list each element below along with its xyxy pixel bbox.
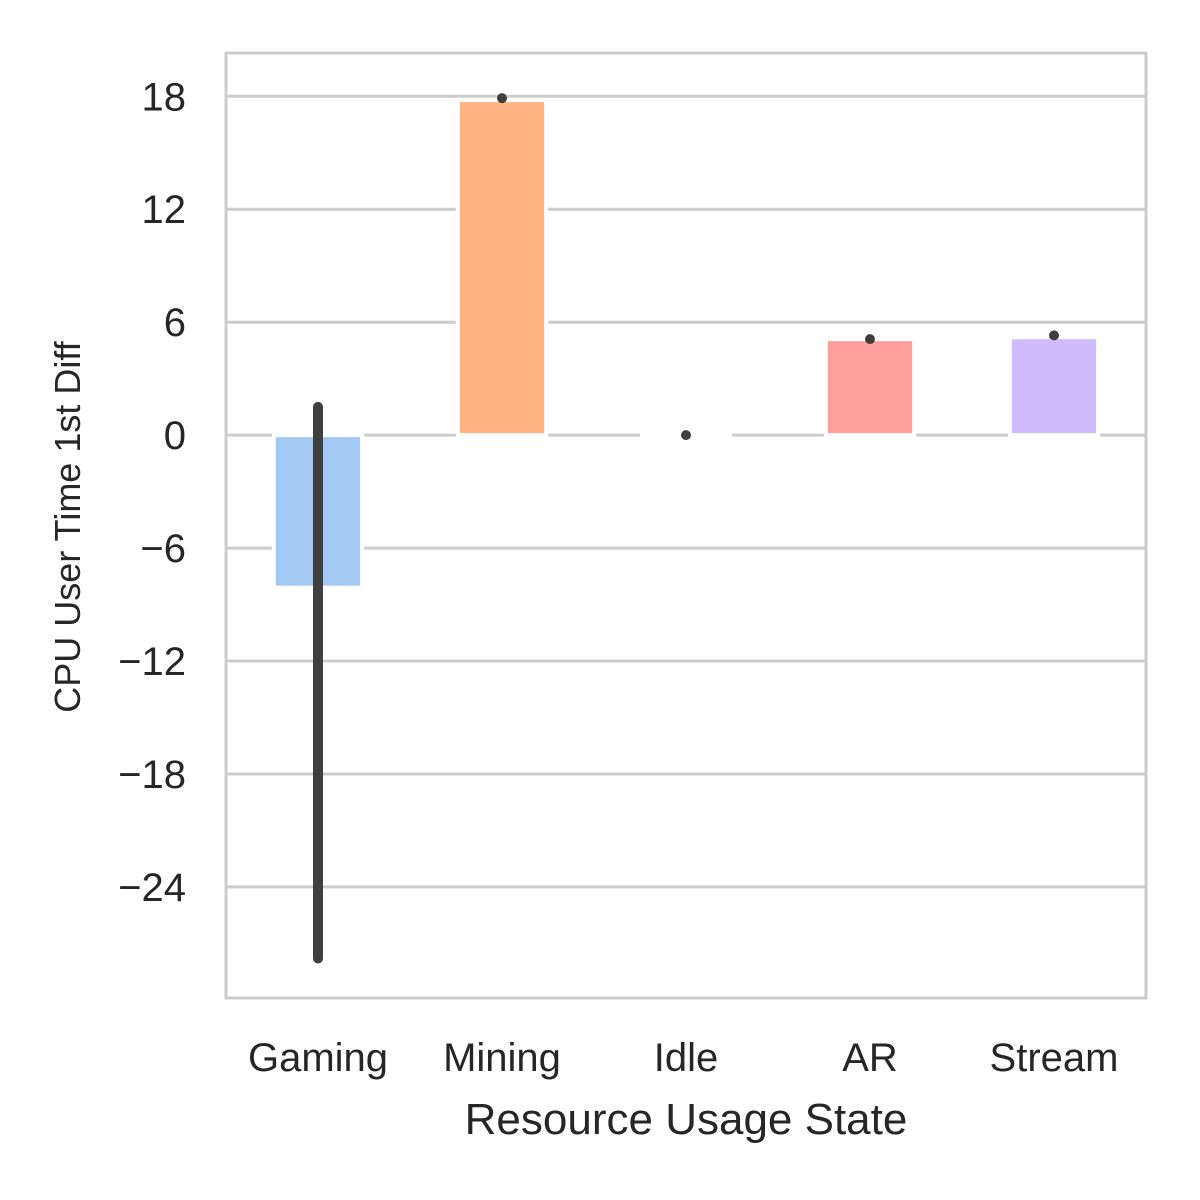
bar-stream [1007,335,1101,438]
y-axis-label: CPU User Time 1st Diff [47,340,88,712]
y-tick-label: 0 [164,414,186,458]
bar-ar [823,337,917,438]
x-tick-label-ar: AR [842,1036,898,1080]
error-bar-mining [497,93,507,104]
x-tick-label-idle: Idle [654,1036,719,1080]
x-tick-labels: Gaming Mining Idle AR Stream [248,1036,1119,1080]
error-bar-stream [1049,330,1059,341]
error-bar-ar [865,334,875,345]
plot-frame [224,51,1148,1000]
bar-mining [455,98,549,438]
error-bar-idle [681,430,691,441]
gridlines [226,94,1146,889]
bars [271,98,1101,590]
y-tick-labels: 18 12 6 0 −6 −12 −18 −24 [118,75,186,910]
y-tick-label: −24 [118,866,186,910]
y-tick-label: 6 [164,301,186,345]
y-tick-label: −18 [118,753,186,797]
y-tick-label: 12 [142,188,187,232]
error-bars [313,93,1059,964]
y-tick-label: 18 [142,75,187,119]
x-tick-label-stream: Stream [990,1036,1119,1080]
x-tick-label-gaming: Gaming [248,1036,388,1080]
y-tick-label: −6 [140,527,186,571]
y-tick-label: −12 [118,640,186,684]
x-axis-label: Resource Usage State [465,1095,908,1144]
x-tick-label-mining: Mining [443,1036,561,1080]
